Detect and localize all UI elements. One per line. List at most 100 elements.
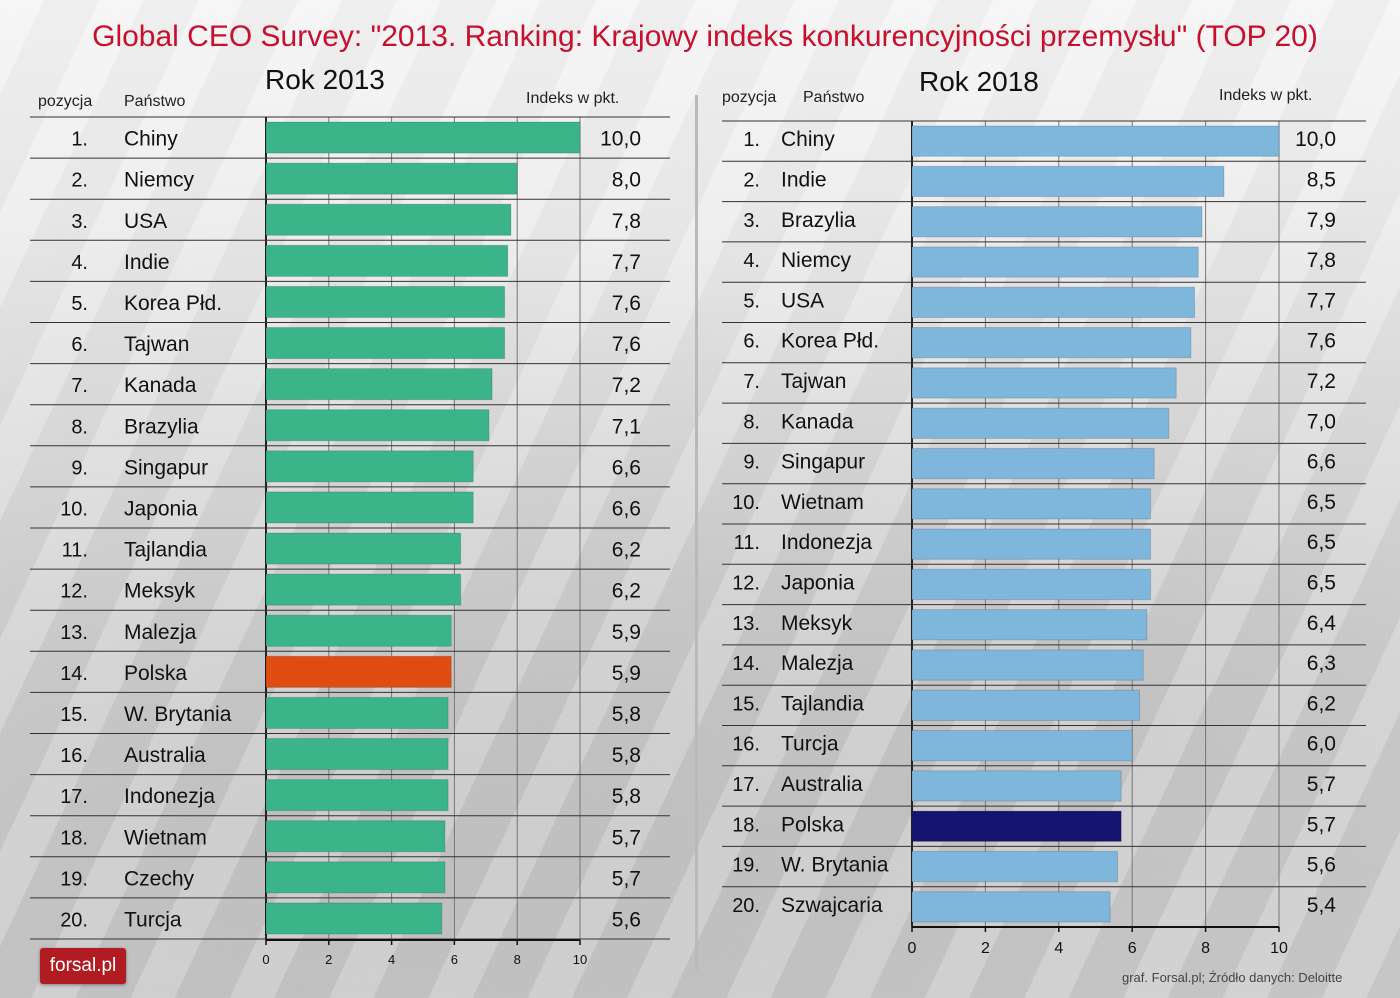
country-label: Korea Płd.: [124, 292, 222, 315]
position-label: 16.: [60, 745, 88, 767]
value-label: 7,6: [612, 292, 641, 315]
header-index-2018: Indeks w pkt.: [1219, 87, 1313, 104]
value-label: 10,0: [1295, 128, 1336, 151]
source-note: graf. Forsal.pl; Źródło danych: Deloitte: [1122, 970, 1343, 985]
bar: [265, 696, 449, 730]
position-label: 8.: [71, 416, 88, 438]
chart-title: Global CEO Survey: "2013. Ranking: Krajo…: [92, 20, 1318, 53]
position-label: 9.: [71, 457, 88, 479]
position-label: 6.: [743, 331, 760, 353]
country-label: Wietnam: [781, 491, 864, 514]
value-label: 5,7: [612, 826, 641, 849]
bar: [911, 488, 1152, 520]
country-label: USA: [124, 210, 167, 233]
x-tick-label: 6: [1128, 940, 1137, 957]
value-label: 6,3: [1307, 652, 1336, 675]
country-label: Niemcy: [124, 169, 195, 192]
position-label: 5.: [71, 293, 88, 315]
value-label: 7,9: [1307, 209, 1336, 232]
country-label: Meksyk: [124, 580, 196, 603]
country-label: Brazylia: [781, 209, 856, 232]
bar: [265, 738, 449, 771]
bar: [265, 162, 518, 195]
position-label: 8.: [743, 411, 760, 433]
value-label: 5,7: [1307, 813, 1336, 836]
country-label: W. Brytania: [781, 854, 889, 877]
bar: [265, 532, 462, 565]
country-label: Tajlandia: [781, 692, 864, 715]
position-label: 3.: [71, 211, 88, 233]
bar: [265, 203, 512, 236]
x-tick-label: 8: [1201, 940, 1210, 957]
position-label: 5.: [743, 290, 760, 312]
country-label: Singapur: [781, 451, 865, 474]
country-label: Singapur: [124, 456, 208, 479]
position-label: 17.: [732, 774, 760, 796]
value-label: 5,4: [1307, 894, 1337, 917]
value-label: 5,8: [612, 744, 641, 767]
country-label: Tajlandia: [124, 539, 207, 562]
position-label: 3.: [743, 210, 760, 232]
country-label: Malezja: [781, 652, 854, 675]
x-tick-label: 4: [1054, 940, 1063, 957]
bar: [265, 491, 474, 524]
x-tick-label: 8: [514, 952, 521, 967]
position-label: 15.: [60, 704, 88, 726]
value-label: 5,8: [612, 703, 641, 726]
country-label: Polska: [781, 813, 844, 836]
bar: [911, 528, 1152, 560]
country-label: Polska: [124, 662, 187, 685]
value-label: 6,6: [1307, 451, 1336, 474]
bar: [911, 850, 1119, 883]
bar: [265, 861, 446, 894]
value-label: 5,9: [612, 662, 641, 685]
position-label: 7.: [71, 375, 88, 397]
value-label: 7,8: [612, 210, 641, 233]
bar: [911, 810, 1122, 842]
bar: [911, 891, 1111, 923]
header-country-2018: Państwo: [803, 89, 865, 106]
value-label: 7,6: [612, 333, 641, 356]
bar: [265, 409, 490, 442]
position-label: 18.: [60, 827, 88, 849]
position-label: 4.: [743, 250, 760, 272]
value-label: 8,5: [1307, 168, 1336, 191]
country-label: Malezja: [124, 621, 197, 644]
bar: [911, 125, 1280, 157]
position-label: 6.: [71, 334, 88, 356]
position-label: 10.: [732, 492, 760, 514]
country-label: Wietnam: [124, 826, 207, 849]
chart-2013: 1. Chiny 10,0 2. Niemcy 8,0 3. USA 7,8 4. Indie 7,7…: [30, 116, 670, 967]
country-label: Kanada: [781, 410, 854, 433]
bar: [911, 568, 1152, 601]
bar: [911, 770, 1122, 802]
x-tick-label: 2: [981, 940, 990, 957]
position-label: 12.: [732, 572, 760, 594]
position-label: 13.: [732, 613, 760, 635]
panel-title-2018: Rok 2018: [919, 66, 1039, 97]
position-label: 18.: [732, 814, 760, 836]
country-label: Tajwan: [781, 370, 846, 393]
bar: [911, 206, 1203, 238]
country-label: USA: [781, 289, 824, 312]
position-label: 19.: [732, 855, 760, 877]
position-label: 10.: [60, 498, 88, 520]
header-country-2013: Państwo: [124, 93, 186, 110]
value-label: 7,2: [612, 374, 641, 397]
x-tick-label: 6: [451, 952, 458, 967]
header-index-2013: Indeks w pkt.: [526, 90, 620, 107]
bar: [911, 367, 1177, 399]
position-label: 13.: [60, 622, 88, 644]
x-tick-label: 0: [908, 940, 917, 957]
country-label: Australia: [781, 773, 863, 796]
position-label: 11.: [62, 540, 88, 562]
position-label: 11.: [734, 532, 760, 554]
bar: [265, 327, 506, 360]
bar: [265, 573, 462, 606]
country-label: Turcja: [124, 908, 182, 931]
country-label: Tajwan: [124, 333, 189, 356]
bar: [911, 246, 1199, 278]
position-label: 14.: [60, 663, 88, 685]
bar: [265, 902, 443, 935]
